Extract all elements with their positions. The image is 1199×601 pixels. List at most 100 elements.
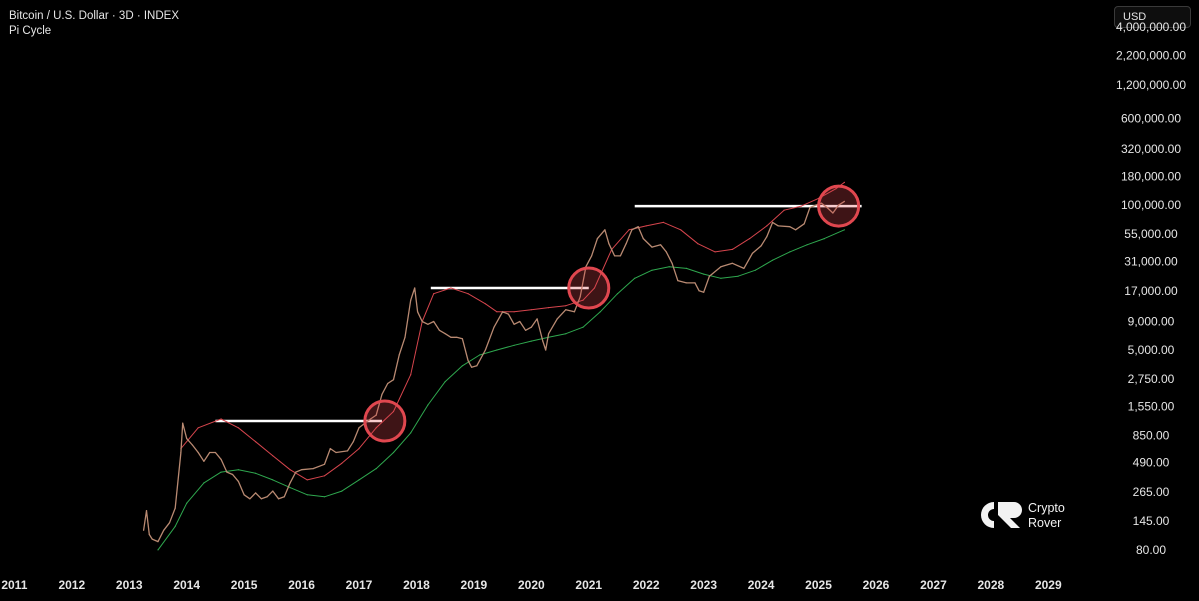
- lower-band-point: [720, 277, 722, 279]
- y-tick-label: 17,000.00: [1124, 284, 1178, 298]
- price-point: [209, 451, 211, 454]
- x-tick-label: 2014: [173, 578, 200, 592]
- upper-band-point: [410, 374, 412, 376]
- lower-band-point: [255, 472, 257, 474]
- price-point: [502, 311, 504, 313]
- price-point: [249, 498, 251, 500]
- price-point: [743, 267, 745, 269]
- lower-band-point: [323, 496, 326, 498]
- price-point: [289, 482, 291, 484]
- price-point: [168, 522, 171, 524]
- price-point: [438, 329, 440, 331]
- price-point: [596, 238, 599, 240]
- upper-band-point: [645, 225, 647, 227]
- price-point: [542, 340, 544, 342]
- price-point: [358, 427, 360, 429]
- price-point: [414, 287, 416, 289]
- lower-band-point: [289, 487, 291, 489]
- upper-band-layer: [180, 181, 846, 481]
- y-tick-label: 9,000.00: [1128, 315, 1175, 329]
- lower-band-point: [220, 471, 222, 473]
- price-point: [573, 311, 576, 313]
- currency-button[interactable]: USD: [1114, 6, 1191, 28]
- lower-band-point: [306, 494, 308, 496]
- x-tick-label: 2026: [863, 578, 890, 592]
- price-point: [484, 349, 486, 351]
- y-tick-label: 5,000.00: [1128, 343, 1175, 357]
- price-point: [174, 507, 176, 509]
- highlight-circle-3: [817, 184, 861, 228]
- lower-band-point: [754, 269, 757, 271]
- price-point: [513, 323, 515, 325]
- x-tick-label: 2017: [346, 578, 373, 592]
- price-point: [642, 238, 644, 240]
- price-point: [444, 333, 446, 335]
- price-point: [493, 326, 495, 328]
- indicator-name: Pi Cycle: [9, 25, 52, 37]
- upper-band-point: [548, 307, 550, 309]
- lower-band-point: [375, 468, 377, 470]
- price-point: [243, 494, 245, 496]
- upper-band-point: [496, 311, 498, 313]
- price-layer: [142, 200, 846, 543]
- chart-title: Bitcoin / U.S. Dollar · 3D · INDEX: [9, 10, 179, 22]
- lower-band-line: [157, 229, 845, 551]
- lower-band-point: [772, 259, 774, 261]
- upper-band-point: [306, 479, 308, 481]
- price-point: [278, 498, 280, 500]
- price-line: [142, 200, 845, 543]
- lower-band-point: [461, 365, 463, 367]
- lower-band-point: [410, 432, 412, 434]
- price-point: [312, 468, 314, 470]
- price-point: [565, 309, 567, 311]
- y-tick-label: 180,000.00: [1121, 170, 1181, 184]
- x-tick-label: 2018: [403, 578, 430, 592]
- price-point: [163, 529, 165, 531]
- upper-band-point: [272, 455, 274, 457]
- highlight-circle-2: [567, 266, 611, 310]
- price-point: [507, 313, 509, 315]
- price-point: [631, 229, 633, 231]
- lower-band-point: [737, 275, 739, 277]
- price-point: [266, 496, 268, 498]
- price-point: [536, 318, 538, 320]
- upper-band-point: [467, 293, 469, 295]
- price-point: [226, 471, 228, 473]
- price-point: [232, 473, 234, 476]
- price-point: [637, 226, 639, 228]
- price-point: [556, 318, 558, 320]
- price-point: [751, 252, 754, 254]
- lower-band-point: [157, 549, 159, 551]
- price-point: [731, 262, 734, 264]
- price-point: [777, 225, 779, 227]
- lower-band-point: [565, 333, 567, 335]
- y-tick-label: 490.00: [1133, 455, 1170, 469]
- x-tick-label: 2028: [978, 578, 1005, 592]
- price-point: [301, 469, 303, 471]
- lower-band-point: [823, 238, 825, 240]
- y-axis: 80.00 145.00 265.00 490.00 850.00 1,550.00 2,7…: [1116, 20, 1186, 557]
- x-tick-label: 2013: [116, 578, 143, 592]
- y-tick-label: 2,200,000.00: [1116, 49, 1186, 63]
- upper-band-point: [800, 205, 802, 207]
- upper-band-point: [323, 475, 326, 477]
- upper-band-point: [565, 305, 567, 307]
- price-point: [295, 471, 297, 473]
- x-tick-label: 2027: [920, 578, 947, 592]
- x-tick-label: 2023: [690, 578, 717, 592]
- y-tick-label: 80.00: [1136, 543, 1166, 557]
- price-point: [197, 451, 199, 454]
- price-point: [404, 336, 406, 338]
- price-point: [795, 229, 797, 231]
- price-point: [519, 320, 521, 323]
- x-tick-label: 2020: [518, 578, 545, 592]
- price-point: [427, 323, 429, 325]
- price-point: [220, 458, 222, 460]
- price-point: [157, 541, 159, 543]
- price-point: [720, 266, 722, 268]
- price-point: [381, 393, 383, 395]
- lower-band-point: [427, 404, 429, 406]
- upper-band-point: [662, 221, 665, 223]
- lower-band-point: [174, 525, 176, 528]
